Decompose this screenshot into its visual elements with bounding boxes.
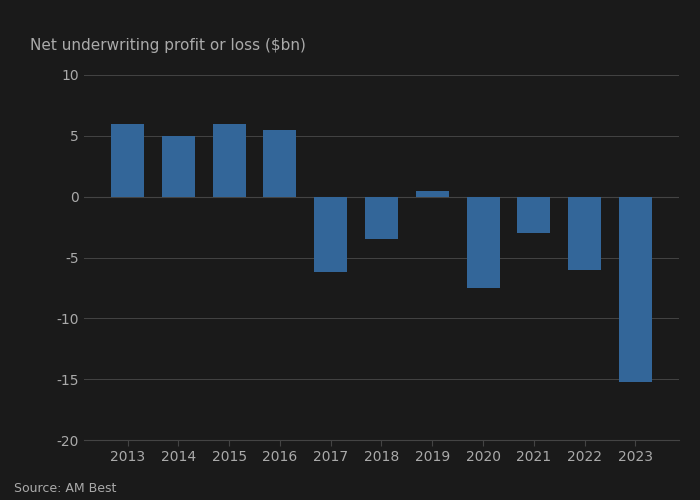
- Bar: [416, 190, 449, 196]
- Bar: [517, 196, 550, 233]
- Bar: [162, 136, 195, 196]
- Text: Source: AM Best: Source: AM Best: [14, 482, 116, 495]
- Bar: [213, 124, 246, 196]
- Text: Net underwriting profit or loss ($bn): Net underwriting profit or loss ($bn): [31, 38, 307, 54]
- Bar: [619, 196, 652, 382]
- Bar: [365, 196, 398, 240]
- Bar: [568, 196, 601, 270]
- Bar: [314, 196, 347, 272]
- Bar: [467, 196, 500, 288]
- Bar: [263, 130, 296, 196]
- Bar: [111, 124, 144, 196]
